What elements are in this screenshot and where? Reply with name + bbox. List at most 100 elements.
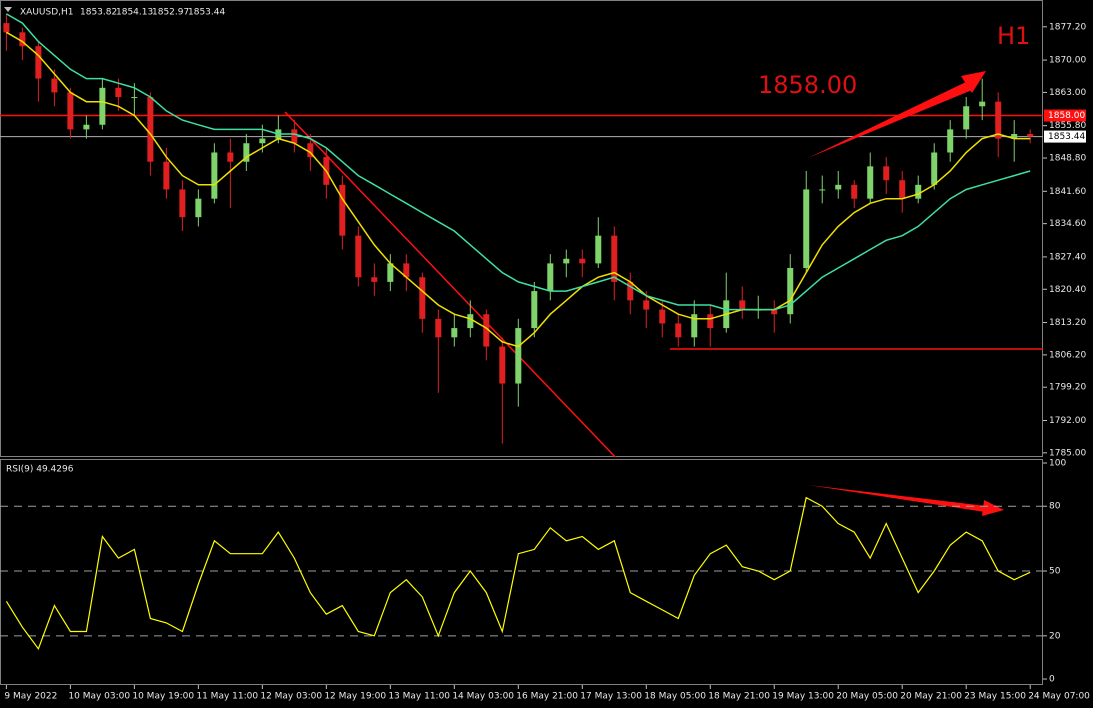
candle-body (899, 180, 906, 199)
candle-body (499, 346, 506, 384)
candle-body (995, 101, 1002, 139)
candle-body (675, 323, 682, 338)
x-tick-label: 23 May 15:00 (964, 692, 1026, 702)
x-tick-label: 20 May 21:00 (900, 692, 962, 702)
x-tick-label: 13 May 11:00 (388, 692, 450, 702)
y-tick-label: 1863.00 (1049, 88, 1086, 98)
candle-body (435, 318, 442, 338)
candle-body (19, 32, 26, 47)
price-box-label: 1853.44 (1048, 132, 1085, 142)
candle-body (67, 92, 74, 130)
x-tick-label: 10 May 19:00 (132, 692, 194, 702)
candle-body (307, 143, 314, 158)
x-tick-label: 11 May 11:00 (196, 692, 258, 702)
candle-body (291, 129, 298, 144)
y-tick-label: 1841.60 (1049, 187, 1086, 197)
x-tick-label: 10 May 03:00 (68, 692, 130, 702)
open: 1853.82 (80, 8, 117, 18)
header: XAUUSD,H1 1853.82 1854.13 1852.97 1853.4… (4, 7, 225, 18)
y-tick-label: 1877.20 (1049, 22, 1086, 32)
x-tick-label: 18 May 21:00 (708, 692, 770, 702)
x-tick-label: 19 May 13:00 (772, 692, 834, 702)
candle-body (1011, 134, 1018, 139)
candle-body (419, 277, 426, 319)
y-tick-label: 1870.00 (1049, 56, 1086, 66)
x-tick-label: 12 May 19:00 (324, 692, 386, 702)
candle-body (147, 97, 154, 162)
arrow-shaft (808, 82, 972, 158)
candle-body (227, 152, 234, 162)
candle-body (915, 184, 922, 199)
candle-body (707, 314, 714, 329)
rsi-panel (0, 459, 1043, 685)
rsi-title: RSI(9) 49.4296 (6, 465, 74, 475)
y-tick-label: 1806.20 (1049, 350, 1086, 360)
candle-body (179, 189, 186, 218)
candle-body (979, 101, 986, 107)
candle-body (515, 328, 522, 384)
candle-body (355, 235, 362, 278)
y-tick-label: 1792.00 (1049, 416, 1086, 426)
y-tick-label: 100 (1049, 459, 1066, 469)
candle-body (691, 314, 698, 338)
price-box (1044, 109, 1086, 122)
price-annotation: 1858.00 (758, 71, 857, 99)
up-arrow (808, 71, 986, 158)
candle-body (483, 314, 490, 347)
candle-body (163, 161, 170, 190)
candle-body (387, 263, 394, 282)
candle-body (35, 46, 42, 79)
y-tick-label: 1855.80 (1049, 121, 1086, 131)
candle-body (643, 300, 650, 310)
candle-body (211, 152, 218, 199)
candle-body (787, 268, 794, 315)
moving-average (6, 13, 1031, 311)
rsi-line (5, 496, 1031, 651)
timeframe-label: H1 (997, 22, 1030, 50)
candle-body (547, 263, 554, 292)
candle-body (867, 166, 874, 199)
symbol: XAUUSD,H1 (20, 8, 74, 18)
candle-body (99, 87, 106, 125)
candle-body (611, 235, 618, 282)
y-tick-label: 20 (1049, 631, 1061, 641)
candle-body (771, 309, 778, 315)
candle-body (339, 184, 346, 236)
close: 1853.44 (188, 8, 225, 18)
x-tick-label: 16 May 21:00 (516, 692, 578, 702)
y-tick-label: 1820.40 (1049, 285, 1086, 295)
candle-body (595, 235, 602, 264)
y-tick-label: 50 (1049, 567, 1061, 577)
candle-body (83, 124, 90, 130)
x-tick-label: 20 May 05:00 (836, 692, 898, 702)
candle-body (531, 291, 538, 329)
arrow-head (982, 500, 1004, 516)
price-box (1044, 130, 1086, 143)
x-tick-label: 17 May 13:00 (580, 692, 642, 702)
y-tick-label: 1813.20 (1049, 318, 1086, 328)
candle-body (627, 281, 634, 301)
y-tick-label: 1785.00 (1049, 448, 1086, 458)
candle-body (371, 277, 378, 282)
candle-body (659, 309, 666, 324)
candle-body (1027, 134, 1034, 137)
candle-body (835, 184, 842, 190)
candle-body (51, 78, 58, 93)
candle-body (803, 189, 810, 269)
candle-body (819, 189, 826, 191)
candle-body (259, 138, 266, 144)
candle-body (195, 198, 202, 218)
arrow-head (961, 71, 986, 93)
candle-body (851, 184, 858, 199)
x-tick-label: 14 May 03:00 (452, 692, 514, 702)
header-icon (4, 7, 12, 12)
arrow-shaft (808, 485, 986, 512)
y-tick-label: 1848.80 (1049, 154, 1086, 164)
moving-average (6, 31, 1031, 348)
candle-body (131, 97, 138, 99)
candle-body (963, 106, 970, 130)
high: 1854.13 (116, 8, 153, 18)
x-tick-label: 24 May 07:00 (1028, 692, 1090, 702)
